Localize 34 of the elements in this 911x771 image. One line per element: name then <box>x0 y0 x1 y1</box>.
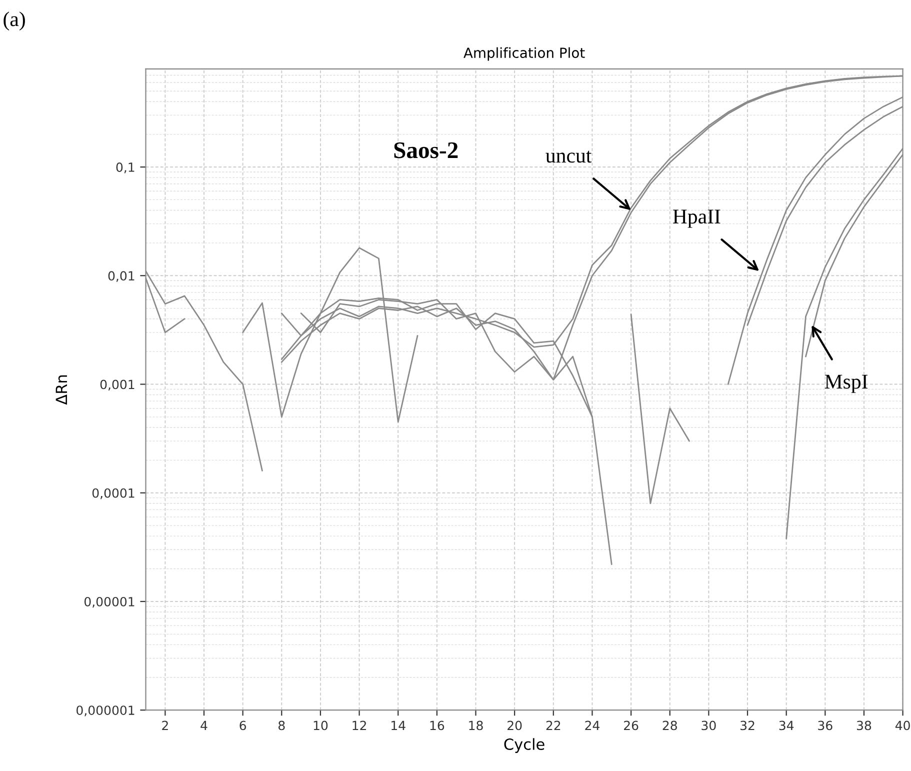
chart-title: Amplification Plot <box>464 47 585 61</box>
y-tick-label: 0,001 <box>100 380 134 390</box>
x-tick-label: 16 <box>430 720 444 730</box>
x-tick-label: 24 <box>585 720 600 730</box>
x-tick-label: 14 <box>392 720 406 730</box>
x-tick-label: 32 <box>740 720 754 730</box>
x-tick-label: 20 <box>508 720 522 730</box>
x-tick-label: 40 <box>895 720 910 730</box>
y-tick-label: 0,000001 <box>76 706 134 716</box>
x-tick-label: 26 <box>624 720 638 730</box>
annotation: uncut <box>546 150 592 163</box>
y-axis-title: ΔRn <box>56 375 67 405</box>
x-tick-label: 34 <box>779 720 794 730</box>
x-tick-label: 8 <box>278 720 285 730</box>
text: (a) <box>4 12 25 30</box>
x-axis-title: Cycle <box>504 738 544 753</box>
x-tick-label: 18 <box>469 720 483 730</box>
y-tick-label: 0,01 <box>108 271 134 282</box>
annotation: MspI <box>824 374 868 393</box>
x-tick-label: 6 <box>240 720 246 730</box>
x-tick-label: 28 <box>662 720 677 730</box>
x-tick-label: 12 <box>352 720 366 730</box>
annotation: HpaII <box>672 210 720 228</box>
annotation: Saos-2 <box>394 142 458 158</box>
x-tick-label: 10 <box>314 720 328 730</box>
x-tick-label: 36 <box>818 720 832 730</box>
y-tick-label: 0,00001 <box>84 596 134 608</box>
x-tick-label: 38 <box>856 720 872 730</box>
x-tick-label: 4 <box>200 720 208 730</box>
y-tick-label: 0,1 <box>116 162 134 174</box>
x-tick-label: 30 <box>702 720 716 730</box>
y-tick-label: 0,0001 <box>92 488 134 500</box>
x-tick-label: 22 <box>546 720 560 730</box>
x-tick-label: 2 <box>162 720 168 730</box>
